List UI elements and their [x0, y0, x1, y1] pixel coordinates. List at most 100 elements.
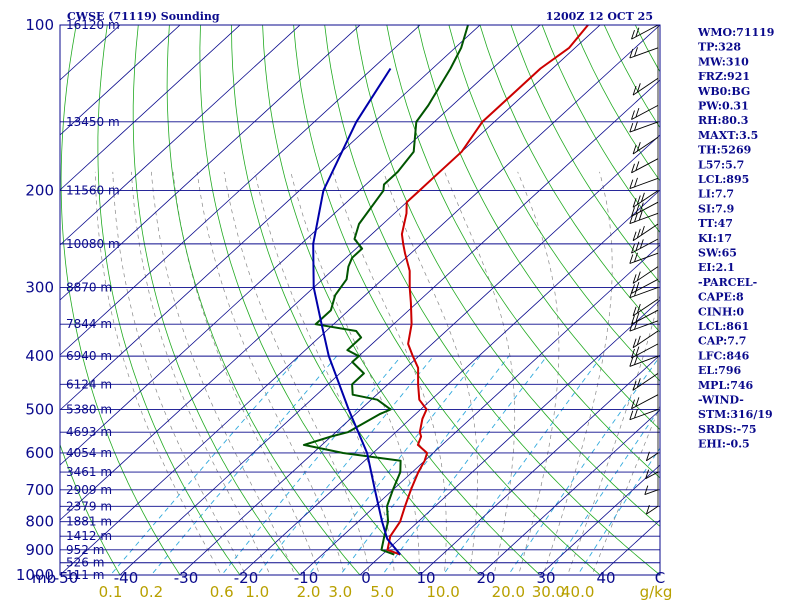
index-entry: EL:796 [698, 364, 741, 377]
isotherm-line [60, 25, 241, 191]
wind-barb-feather [629, 214, 634, 224]
wind-barb-feather [635, 107, 640, 118]
wind-barb-feather [634, 355, 638, 365]
isotherm-line [539, 464, 660, 575]
pressure-tick-label: 600 [25, 444, 54, 462]
wind-barb-staff [631, 343, 659, 359]
pressure-tick-label: 100 [25, 16, 54, 34]
index-entry: MAXT:3.5 [698, 129, 758, 142]
wind-barb-staff [631, 105, 659, 120]
wind-barb-feather [636, 378, 641, 388]
moist-adiabat-line [383, 171, 478, 575]
height-label: 5380 m [66, 402, 112, 416]
wind-barb-feather [639, 239, 644, 249]
chart-title-time: 1200Z 12 OCT 25 [546, 10, 653, 23]
isotherm-line [239, 189, 660, 575]
height-label: 6940 m [66, 349, 112, 363]
temperature-tick-label: 40 [596, 569, 615, 587]
mixing-ratio-line [307, 355, 481, 575]
dry-adiabat-line [791, 25, 800, 587]
index-entry: EHI:-0.5 [698, 438, 750, 451]
wind-barb-feather [634, 286, 638, 297]
wind-scale-label: C [655, 569, 665, 587]
index-entry: L57:5.7 [698, 158, 744, 171]
height-label: 111 m [66, 568, 104, 582]
wind-barb-feather [634, 177, 638, 188]
isotherm-line [60, 25, 541, 466]
wind-barb-feather [634, 320, 638, 330]
wind-barb-feather [631, 110, 635, 120]
wind-barb-feather [640, 192, 645, 202]
height-label: 4693 m [66, 425, 112, 439]
mixing-ratio-tick-label: 0.6 [210, 583, 234, 600]
moist-adiabat-line [196, 171, 345, 575]
height-label: 10080 m [66, 237, 120, 251]
pressure-tick-label: 800 [25, 513, 54, 531]
wind-barb-staff [632, 136, 659, 155]
mixing-ratio-tick-label: 40.0 [561, 583, 594, 600]
dry-adiabat-line [479, 25, 660, 333]
mixing-ratio-line [150, 355, 338, 575]
isotherm-line [60, 25, 181, 136]
wind-barb-feather [632, 144, 637, 155]
index-entry: LI:7.7 [698, 188, 734, 201]
wind-barb-feather [636, 335, 641, 346]
temperature-tick-label: 0 [361, 569, 371, 587]
plot-frame [59, 24, 661, 576]
index-entry: EI:2.1 [698, 261, 735, 274]
skewed-isotherms [0, 13, 660, 587]
height-label: 13450 m [66, 115, 120, 129]
wind-barb-feather [629, 410, 634, 420]
wind-barb-feather [631, 207, 635, 217]
wind-barb-feather [644, 485, 649, 495]
wind-barb-feather [634, 47, 638, 57]
mixing-ratio-tick-label: 2.0 [297, 583, 321, 600]
wind-barb-feather [631, 399, 635, 409]
wind-barb-feather [632, 85, 637, 96]
wind-barb-feather [629, 48, 634, 59]
index-entry: SW:65 [698, 247, 737, 260]
pressure-tick-label: 500 [25, 400, 54, 418]
mixing-ratio-line [577, 447, 660, 575]
wind-barb-feather [629, 357, 634, 367]
wind-barb-feather [645, 451, 650, 461]
moist-adiabat-line [223, 171, 370, 575]
isotherm-line [179, 134, 660, 575]
wind-barb-staff [631, 158, 659, 174]
moist-adiabat-line [172, 171, 320, 575]
index-entry: TP:328 [698, 41, 741, 54]
wind-barb-feather [635, 27, 640, 37]
height-label: 3461 m [66, 465, 112, 479]
wind-barb-feather [631, 163, 635, 173]
dry-adiabat-line [417, 25, 660, 431]
index-entry: CINH:0 [698, 305, 744, 318]
index-entry: LCL:861 [698, 320, 749, 333]
index-entry: CAP:7.7 [698, 335, 746, 348]
dry-adiabat-line [132, 25, 301, 575]
wind-barb-feather [635, 312, 640, 323]
wind-barb-staff [645, 471, 659, 480]
temperature-tick-label: -10 [294, 569, 319, 587]
wind-barb-staff [632, 266, 659, 284]
wind-barb-feather [635, 346, 640, 356]
isotherm-line [0, 13, 13, 587]
pressure-tick-label: 200 [25, 182, 54, 200]
wind-barb-feather [635, 241, 640, 251]
index-entry: LFC:846 [698, 349, 750, 362]
isotherm-line [60, 25, 301, 246]
temperature-tick-label: -40 [114, 569, 139, 587]
wind-barb-feather [636, 142, 641, 152]
height-label: 4054 m [66, 446, 112, 460]
pressure-tick-label: 700 [25, 481, 54, 499]
pressure-tick-label: 300 [25, 278, 54, 296]
height-label: 526 m [66, 556, 104, 570]
moist-adiabat-line [517, 171, 560, 575]
wind-barb-staff [632, 330, 659, 349]
wind-barb-feather [636, 271, 641, 281]
dry-adiabat-line [355, 25, 660, 527]
wind-barb-feather [629, 122, 634, 133]
temperature-tick-label: 20 [476, 569, 495, 587]
mixing-ratio-labels: g/kg 0.1 0.2 0.6 1.0 2.0 3.0 5.0 10.0 20.0 30.040… [99, 583, 673, 600]
mixing-ratio-tick-label: 0.2 [139, 583, 163, 600]
